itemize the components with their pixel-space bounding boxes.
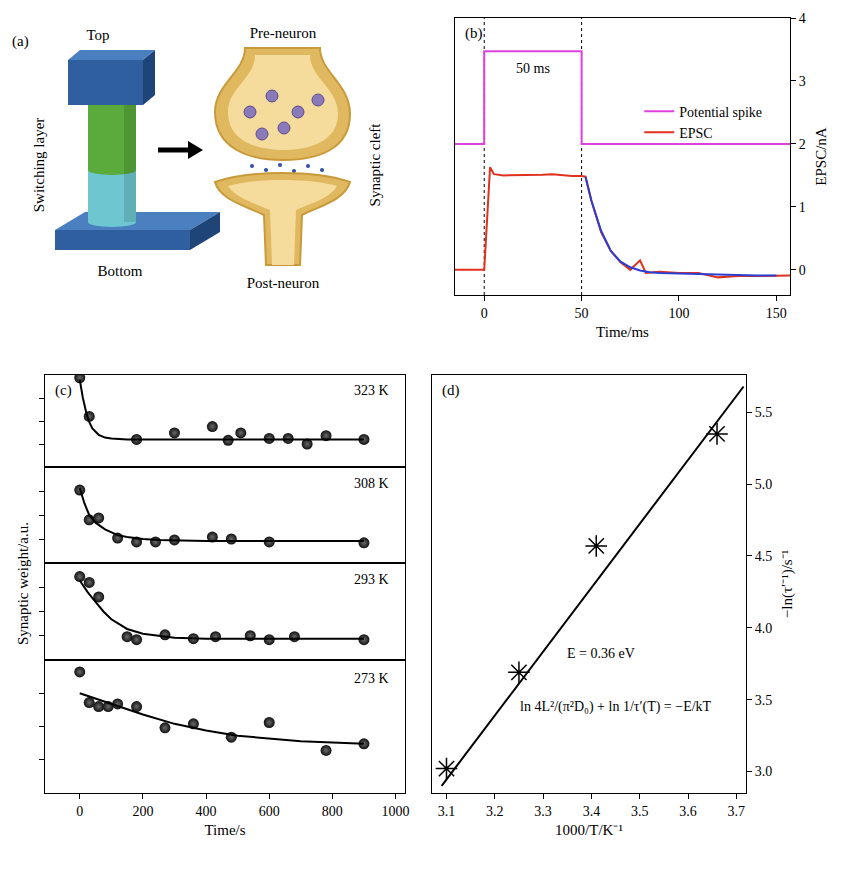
- svg-text:3.1: 3.1: [438, 804, 456, 819]
- svg-text:600: 600: [259, 804, 280, 819]
- svg-text:Time/ms: Time/ms: [596, 324, 649, 340]
- svg-text:323 K: 323 K: [354, 383, 389, 398]
- svg-text:50: 50: [575, 306, 589, 321]
- svg-text:800: 800: [322, 804, 343, 819]
- svg-text:400: 400: [196, 804, 217, 819]
- svg-text:3.6: 3.6: [679, 804, 697, 819]
- svg-text:0: 0: [799, 263, 806, 278]
- svg-text:5.0: 5.0: [755, 477, 773, 492]
- svg-text:EPSC/nA: EPSC/nA: [813, 127, 829, 186]
- svg-text:4.5: 4.5: [755, 549, 773, 564]
- svg-text:3.2: 3.2: [486, 804, 504, 819]
- svg-text:Switching layer: Switching layer: [31, 118, 47, 213]
- svg-text:(c): (c): [55, 382, 72, 399]
- svg-text:1000: 1000: [382, 804, 410, 819]
- svg-text:E = 0.36 eV: E = 0.36 eV: [567, 646, 635, 661]
- svg-text:200: 200: [132, 804, 153, 819]
- svg-text:Pre-neuron: Pre-neuron: [250, 25, 317, 41]
- svg-text:1: 1: [799, 200, 806, 215]
- svg-text:273 K: 273 K: [354, 671, 389, 686]
- svg-text:Top: Top: [86, 27, 109, 43]
- svg-text:Potential spike: Potential spike: [679, 105, 762, 120]
- svg-text:(a): (a): [12, 33, 29, 50]
- svg-text:(d): (d): [442, 382, 460, 399]
- svg-text:Synaptic weight/a.u.: Synaptic weight/a.u.: [15, 522, 31, 645]
- svg-text:3.3: 3.3: [534, 804, 552, 819]
- svg-text:0: 0: [481, 306, 488, 321]
- svg-text:ln 4L²/(π²D₀) + ln 1/τ′(T) = −: ln 4L²/(π²D₀) + ln 1/τ′(T) = −E/kT: [520, 699, 712, 715]
- svg-text:EPSC: EPSC: [679, 126, 712, 141]
- svg-text:Bottom: Bottom: [97, 263, 142, 279]
- svg-text:5.5: 5.5: [755, 405, 773, 420]
- svg-text:3.4: 3.4: [583, 804, 601, 819]
- svg-text:100: 100: [668, 306, 689, 321]
- svg-text:308 K: 308 K: [354, 476, 389, 491]
- svg-text:3.5: 3.5: [631, 804, 649, 819]
- svg-text:2: 2: [799, 137, 806, 152]
- svg-text:150: 150: [766, 306, 787, 321]
- svg-text:3.0: 3.0: [755, 764, 773, 779]
- svg-text:Post-neuron: Post-neuron: [247, 275, 320, 291]
- svg-text:4: 4: [799, 11, 806, 26]
- svg-text:293 K: 293 K: [354, 572, 389, 587]
- svg-text:3: 3: [799, 74, 806, 89]
- svg-text:(b): (b): [465, 25, 483, 42]
- svg-text:1000/T/K⁻¹: 1000/T/K⁻¹: [555, 822, 623, 838]
- svg-text:3.7: 3.7: [728, 804, 746, 819]
- svg-text:4.0: 4.0: [755, 621, 773, 636]
- svg-text:Time/s: Time/s: [204, 822, 245, 838]
- svg-text:Synaptic cleft: Synaptic cleft: [367, 123, 383, 207]
- svg-text:3.5: 3.5: [755, 693, 773, 708]
- svg-text:50 ms: 50 ms: [516, 61, 550, 76]
- svg-text:0: 0: [76, 804, 83, 819]
- svg-text:−ln(τ′⁻¹)/s⁻¹: −ln(τ′⁻¹)/s⁻¹: [779, 550, 796, 618]
